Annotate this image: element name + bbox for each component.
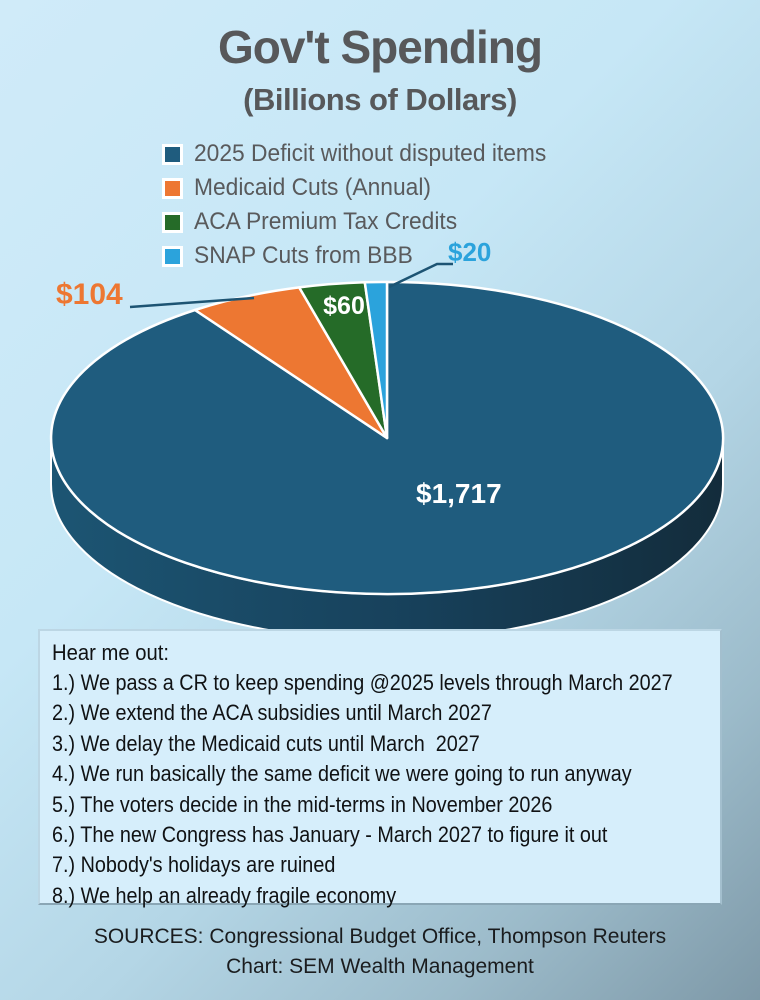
data-label-medicaid: $104 <box>56 278 123 311</box>
note-line-7: 7.) Nobody's holidays are ruined <box>52 852 336 878</box>
legend-swatch-icon <box>162 211 183 233</box>
pie-slices <box>49 280 725 641</box>
legend-item-snap: SNAP Cuts from BBB <box>162 239 565 273</box>
legend-swatch-icon <box>162 143 183 165</box>
legend-item-medicaid: Medicaid Cuts (Annual) <box>162 171 565 205</box>
chart-credit-text: Chart: SEM Wealth Management <box>226 955 534 978</box>
leader-line-medicaid <box>129 296 255 309</box>
note-line-3: 3.) We delay the Medicaid cuts until Mar… <box>52 730 480 756</box>
note-line-6: 6.) The new Congress has January - March… <box>52 822 608 848</box>
note-box: Hear me out: 1.) We pass a CR to keep sp… <box>38 629 722 908</box>
page-title: Gov't Spending <box>217 21 543 73</box>
legend-swatch-icon <box>162 245 183 267</box>
legend-swatch-icon <box>162 177 183 199</box>
note-line-8: 8.) We help an already fragile economy <box>52 882 397 908</box>
note-heading: Hear me out: <box>52 640 169 665</box>
legend-item-aca: ACA Premium Tax Credits <box>162 205 565 239</box>
legend-item-deficit: 2025 Deficit without disputed items <box>162 137 565 171</box>
pie-slice-3 <box>363 280 389 440</box>
note-line-1: 1.) We pass a CR to keep spending @2025 … <box>52 670 673 695</box>
legend-label: 2025 Deficit without disputed items <box>194 140 547 167</box>
note-line-5: 5.) The voters decide in the mid-terms i… <box>52 791 553 817</box>
sources-text: SOURCES: Congressional Budget Office, Th… <box>93 925 667 948</box>
chart-legend: 2025 Deficit without disputed items Medi… <box>162 137 565 273</box>
legend-label: SNAP Cuts from BBB <box>194 242 413 269</box>
leader-lines <box>129 262 453 309</box>
note-line-2: 2.) We extend the ACA subsidies until Ma… <box>52 700 492 726</box>
note-line-4: 4.) We run basically the same deficit we… <box>52 761 632 787</box>
legend-label: Medicaid Cuts (Annual) <box>194 174 431 201</box>
data-label-aca: $60 <box>323 292 365 320</box>
data-label-snap: $20 <box>448 237 492 267</box>
page-subtitle: (Billions of Dollars) <box>243 82 517 117</box>
leader-line-snap <box>388 262 453 289</box>
data-label-deficit: $1,717 <box>416 478 502 509</box>
legend-label: ACA Premium Tax Credits <box>194 208 458 235</box>
